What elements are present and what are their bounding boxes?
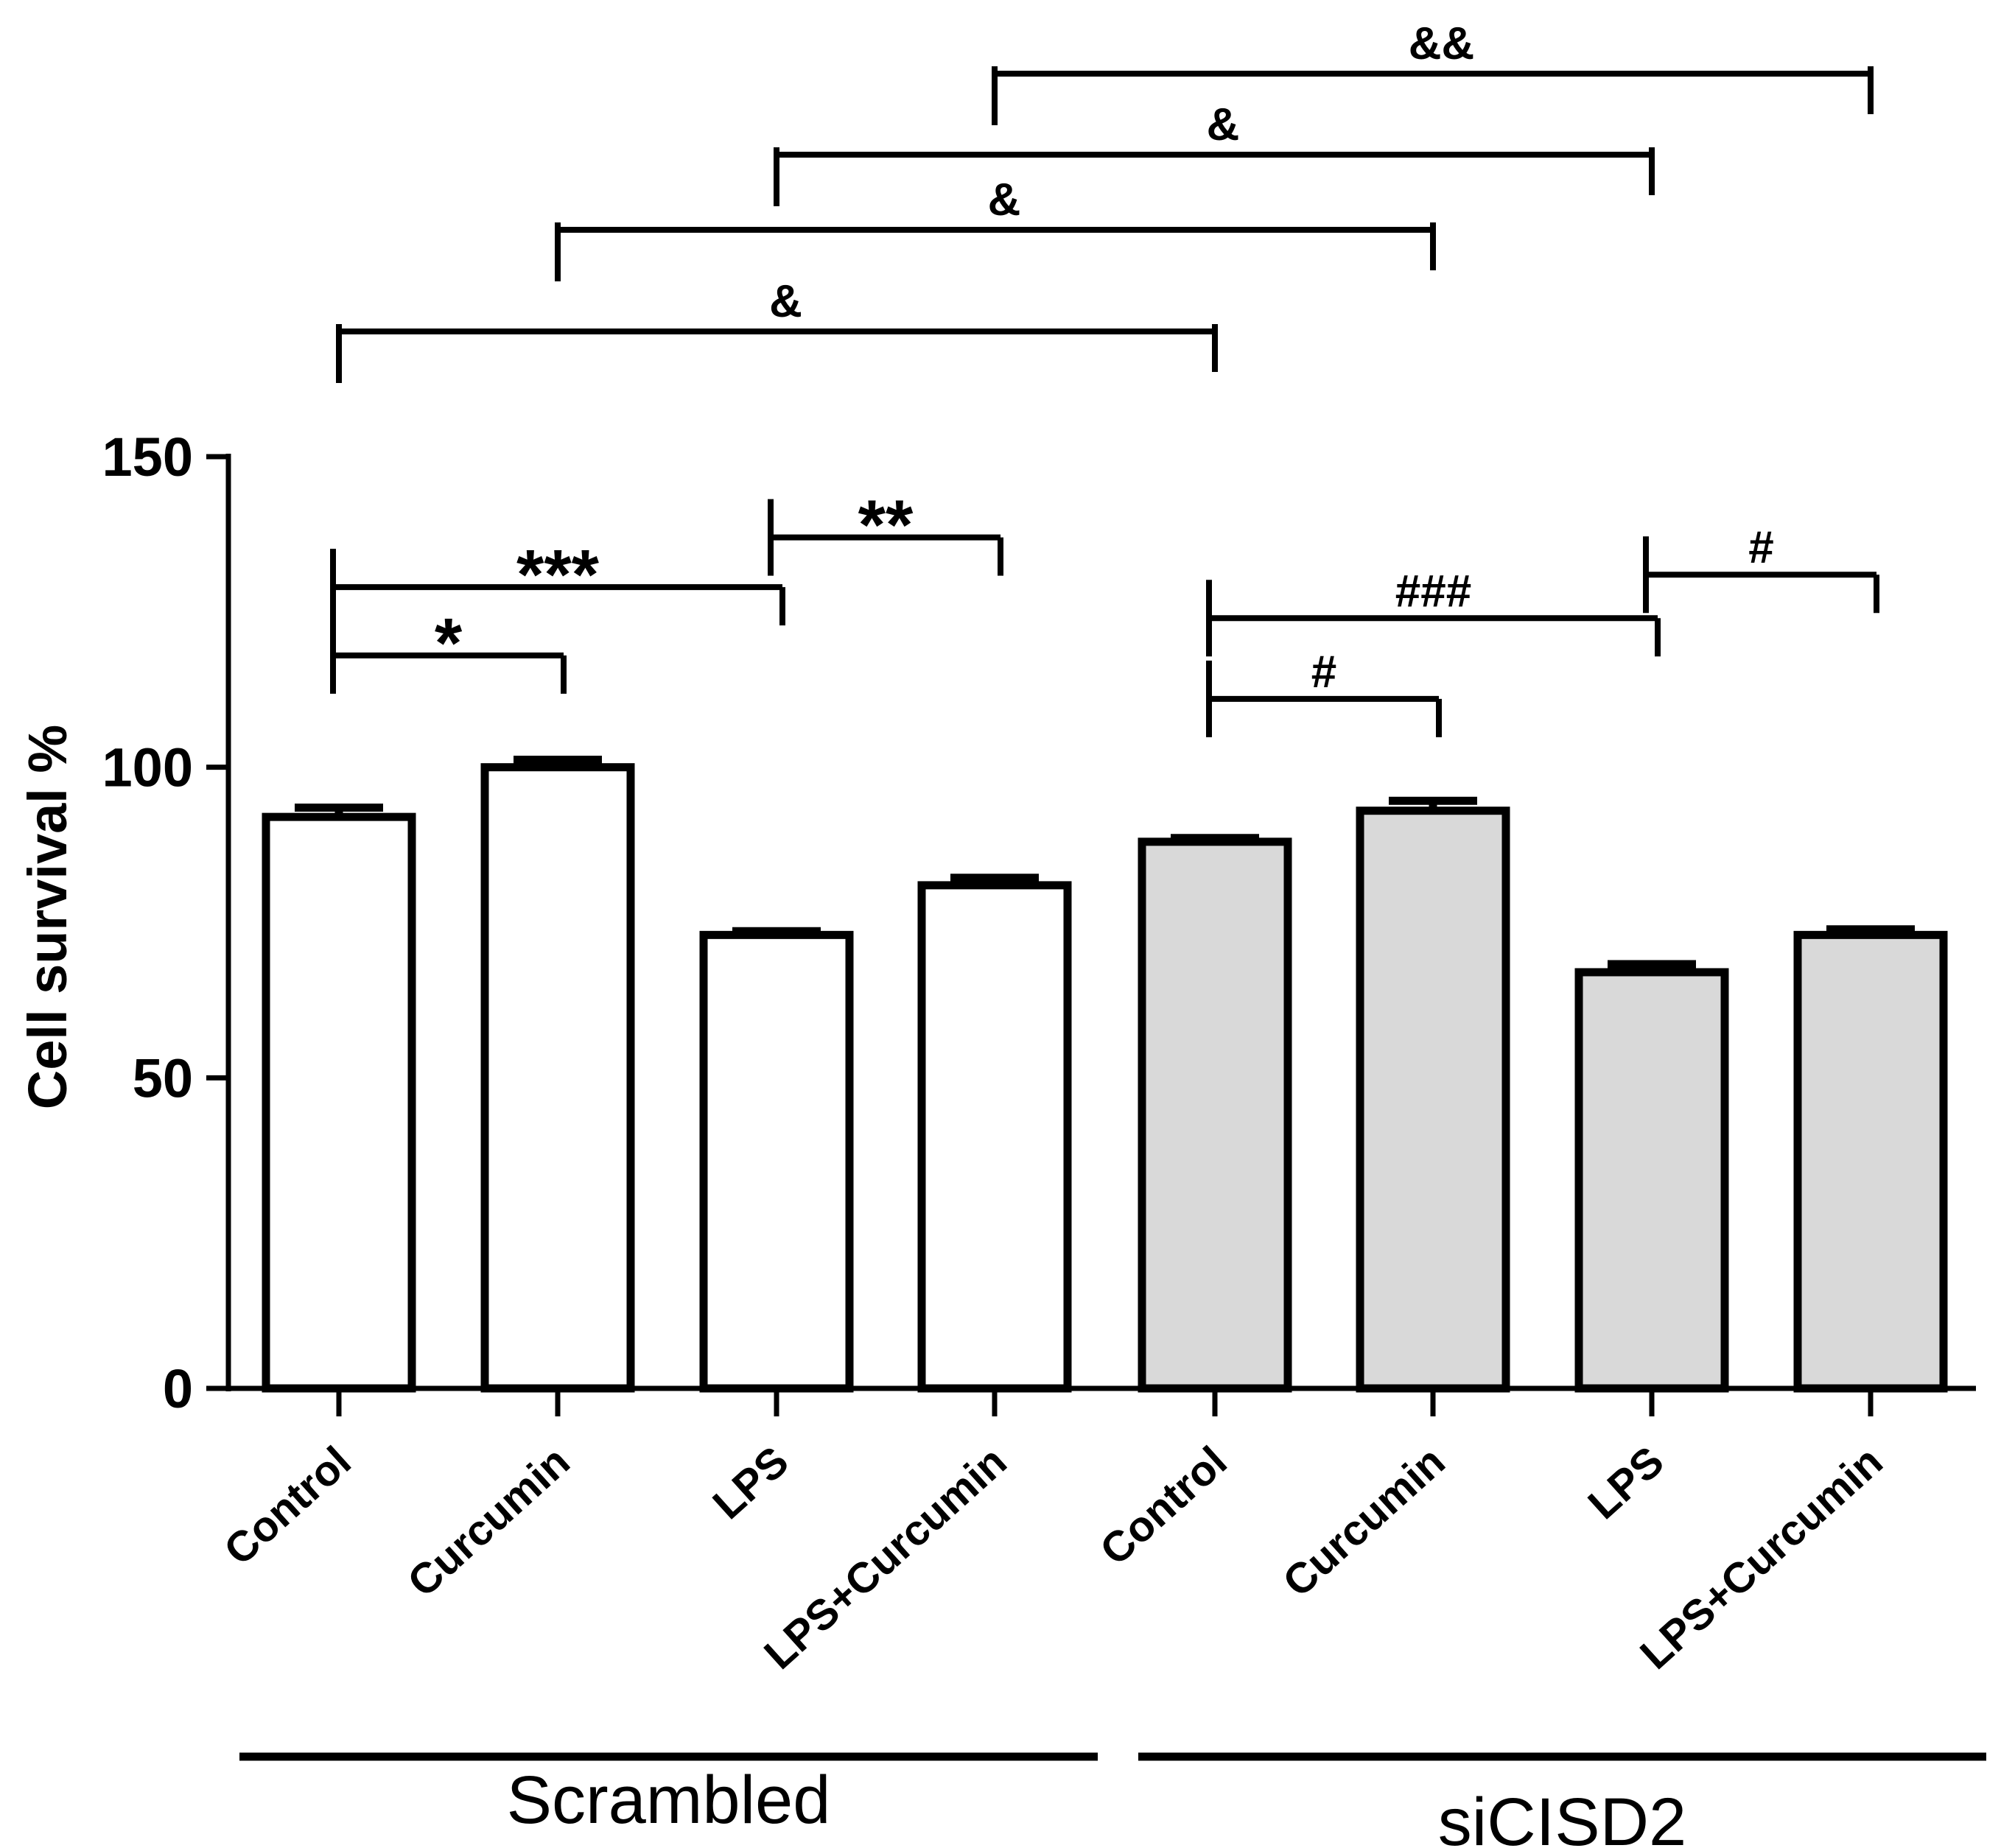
significance-bracket — [1206, 580, 1661, 657]
category-label: Control — [215, 1437, 360, 1574]
bar — [917, 881, 1072, 1393]
y-tick-label: 0 — [163, 1358, 193, 1419]
bar — [699, 930, 854, 1393]
significance-label: *** — [516, 535, 600, 614]
bars — [262, 763, 1948, 1393]
category-label: Control — [1091, 1437, 1236, 1574]
group-label: siCISD2 — [1438, 1785, 1686, 1848]
y-tick-label: 100 — [102, 737, 193, 798]
top-significance-label: & — [769, 276, 802, 327]
bar — [1138, 837, 1292, 1393]
significance-bracket — [1643, 536, 1879, 614]
top-significance-label: & — [988, 175, 1021, 225]
category-label: Curcumin — [1274, 1437, 1454, 1606]
top-significance-label: && — [1409, 18, 1475, 69]
top-significance-label: & — [1207, 99, 1240, 150]
y-axis-label: Cell survival % — [17, 725, 78, 1109]
significance-label: # — [1311, 647, 1336, 698]
top-significance-bracket — [992, 66, 1874, 125]
top-significance-bracket — [555, 222, 1436, 281]
y-tick-label: 50 — [133, 1047, 193, 1109]
bar — [262, 812, 416, 1393]
top-significance-bracket — [774, 147, 1655, 206]
significance-label: ### — [1395, 566, 1471, 616]
significance-brackets: ******#####&&&&& — [330, 18, 1879, 737]
significance-bracket — [330, 616, 567, 694]
significance-label: ** — [858, 486, 914, 565]
top-significance-bracket — [336, 324, 1218, 383]
bar — [1356, 807, 1510, 1393]
significance-label: * — [435, 604, 463, 683]
significance-bracket — [330, 549, 785, 626]
group-label: Scrambled — [507, 1763, 831, 1838]
bar — [1574, 968, 1729, 1393]
category-label: LPS — [704, 1437, 797, 1528]
y-tick-label: 150 — [102, 426, 193, 488]
axes: 0 50 100 150 Cell survival % — [17, 426, 1976, 1419]
bar — [480, 763, 635, 1393]
significance-label: # — [1748, 522, 1773, 573]
category-label: Curcumin — [399, 1437, 579, 1606]
bar — [1793, 930, 1948, 1393]
significance-bracket — [1206, 660, 1442, 737]
error-bars — [295, 756, 1915, 972]
category-label: LPS — [1579, 1437, 1672, 1528]
significance-bracket — [768, 499, 1003, 576]
